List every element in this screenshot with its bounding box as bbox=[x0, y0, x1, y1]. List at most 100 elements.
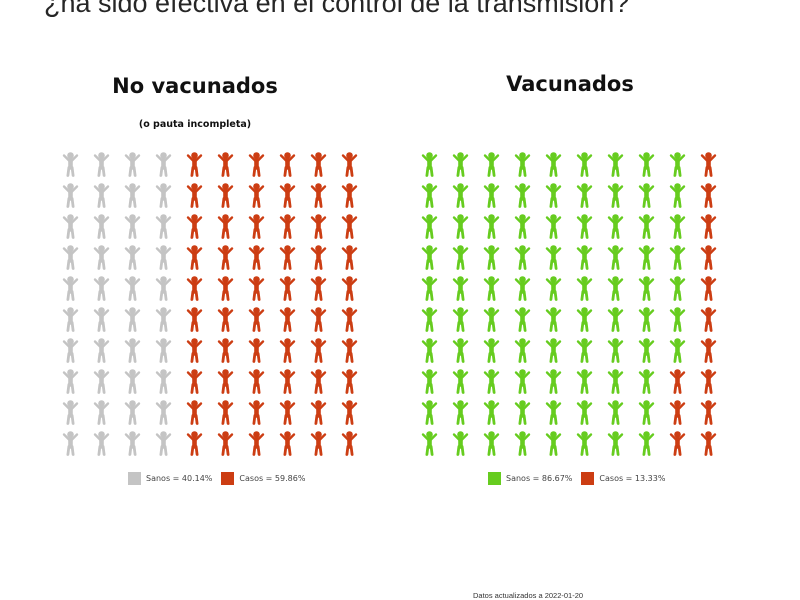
person-icon-healthy bbox=[93, 369, 110, 394]
person-icon-case bbox=[669, 369, 686, 394]
person-icon-healthy bbox=[421, 307, 438, 332]
person-icon-healthy bbox=[124, 183, 141, 208]
person-icon-healthy bbox=[669, 338, 686, 363]
person-icon-healthy bbox=[669, 214, 686, 239]
person-icon-case bbox=[341, 369, 358, 394]
person-icon-healthy bbox=[452, 152, 469, 177]
person-icon-healthy bbox=[62, 245, 79, 270]
person-icon-healthy bbox=[576, 369, 593, 394]
person-icon-healthy bbox=[483, 338, 500, 363]
legend-swatch-healthy bbox=[128, 471, 141, 485]
person-icon-healthy bbox=[638, 400, 655, 425]
person-icon-healthy bbox=[638, 214, 655, 239]
person-icon-case bbox=[279, 276, 296, 301]
person-icon-healthy bbox=[607, 369, 624, 394]
person-icon-case bbox=[341, 152, 358, 177]
person-icon-case bbox=[217, 369, 234, 394]
person-icon-healthy bbox=[607, 338, 624, 363]
person-icon-healthy bbox=[93, 183, 110, 208]
person-icon-case bbox=[310, 431, 327, 456]
person-icon-case bbox=[186, 183, 203, 208]
person-icon-case bbox=[186, 276, 203, 301]
legend-item-healthy: Sanos = 40.14% bbox=[128, 471, 212, 485]
person-icon-healthy bbox=[124, 369, 141, 394]
person-icon-healthy bbox=[93, 214, 110, 239]
legend-label-healthy: Sanos = 86.67% bbox=[506, 473, 573, 483]
person-icon-healthy bbox=[576, 400, 593, 425]
person-icon-healthy bbox=[545, 369, 562, 394]
person-icon-healthy bbox=[638, 276, 655, 301]
person-icon-case bbox=[310, 369, 327, 394]
person-icon-case bbox=[700, 214, 717, 239]
person-icon-healthy bbox=[576, 276, 593, 301]
person-icon-case bbox=[700, 369, 717, 394]
person-icon-case bbox=[279, 307, 296, 332]
person-icon-case bbox=[700, 183, 717, 208]
person-icon-case bbox=[341, 245, 358, 270]
person-icon-healthy bbox=[452, 431, 469, 456]
data-updated-note: Datos actualizados a 2022-01-20 bbox=[473, 591, 584, 600]
person-icon-healthy bbox=[93, 431, 110, 456]
person-icon-healthy bbox=[124, 245, 141, 270]
person-icon-healthy bbox=[483, 214, 500, 239]
person-icon-healthy bbox=[514, 276, 531, 301]
person-icon-healthy bbox=[514, 214, 531, 239]
person-icon-healthy bbox=[155, 214, 172, 239]
person-icon-healthy bbox=[607, 276, 624, 301]
legend-item-healthy: Sanos = 86.67% bbox=[488, 471, 573, 485]
legend-swatch-cases bbox=[581, 471, 595, 485]
person-icon-case bbox=[248, 369, 265, 394]
person-icon-healthy bbox=[93, 245, 110, 270]
person-icon-healthy bbox=[483, 152, 500, 177]
chart-title-unvaccinated: No vacunados bbox=[112, 74, 278, 98]
legend-swatch-healthy bbox=[488, 471, 501, 485]
person-icon-case bbox=[341, 307, 358, 332]
person-icon-healthy bbox=[669, 152, 686, 177]
person-icon-case bbox=[217, 183, 234, 208]
person-icon-healthy bbox=[638, 183, 655, 208]
person-icon-healthy bbox=[607, 152, 624, 177]
legend-vaccinated: Sanos = 86.67% Casos = 13.33% bbox=[488, 470, 674, 486]
person-icon-healthy bbox=[514, 400, 531, 425]
person-icon-healthy bbox=[62, 183, 79, 208]
person-icon-healthy bbox=[545, 152, 562, 177]
person-icon-healthy bbox=[62, 152, 79, 177]
person-icon-case bbox=[217, 338, 234, 363]
person-icon-healthy bbox=[576, 183, 593, 208]
person-icon-case bbox=[217, 431, 234, 456]
person-icon-case bbox=[700, 152, 717, 177]
person-icon-healthy bbox=[421, 431, 438, 456]
legend-unvaccinated: Sanos = 40.14% Casos = 59.86% bbox=[128, 470, 314, 486]
person-icon-case bbox=[279, 214, 296, 239]
person-icon-healthy bbox=[576, 338, 593, 363]
person-icon-healthy bbox=[514, 369, 531, 394]
person-icon-case bbox=[217, 245, 234, 270]
person-icon-case bbox=[217, 276, 234, 301]
person-icon-case bbox=[217, 152, 234, 177]
person-icon-case bbox=[217, 214, 234, 239]
person-icon-case bbox=[217, 307, 234, 332]
person-icon-case bbox=[279, 400, 296, 425]
person-icon-case bbox=[217, 400, 234, 425]
person-icon-healthy bbox=[421, 152, 438, 177]
person-icon-healthy bbox=[545, 214, 562, 239]
legend-item-cases: Casos = 13.33% bbox=[581, 471, 665, 485]
person-icon-case bbox=[341, 400, 358, 425]
person-icon-healthy bbox=[576, 245, 593, 270]
person-icon-healthy bbox=[483, 431, 500, 456]
person-icon-healthy bbox=[421, 400, 438, 425]
person-icon-healthy bbox=[124, 214, 141, 239]
person-icon-healthy bbox=[607, 431, 624, 456]
person-icon-healthy bbox=[155, 307, 172, 332]
person-icon-case bbox=[341, 338, 358, 363]
person-icon-case bbox=[186, 400, 203, 425]
person-icon-healthy bbox=[124, 276, 141, 301]
person-icon-case bbox=[248, 338, 265, 363]
person-icon-healthy bbox=[576, 307, 593, 332]
person-icon-case bbox=[186, 431, 203, 456]
person-icon-healthy bbox=[124, 152, 141, 177]
person-icon-case bbox=[248, 214, 265, 239]
person-icon-healthy bbox=[669, 183, 686, 208]
person-icon-healthy bbox=[545, 431, 562, 456]
person-icon-case bbox=[700, 431, 717, 456]
